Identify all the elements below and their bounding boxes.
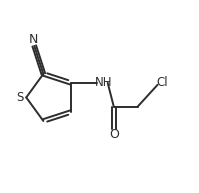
- Text: N: N: [29, 33, 38, 46]
- Text: Cl: Cl: [156, 76, 168, 89]
- Text: S: S: [16, 91, 23, 104]
- Text: NH: NH: [95, 76, 113, 89]
- Text: O: O: [109, 128, 119, 141]
